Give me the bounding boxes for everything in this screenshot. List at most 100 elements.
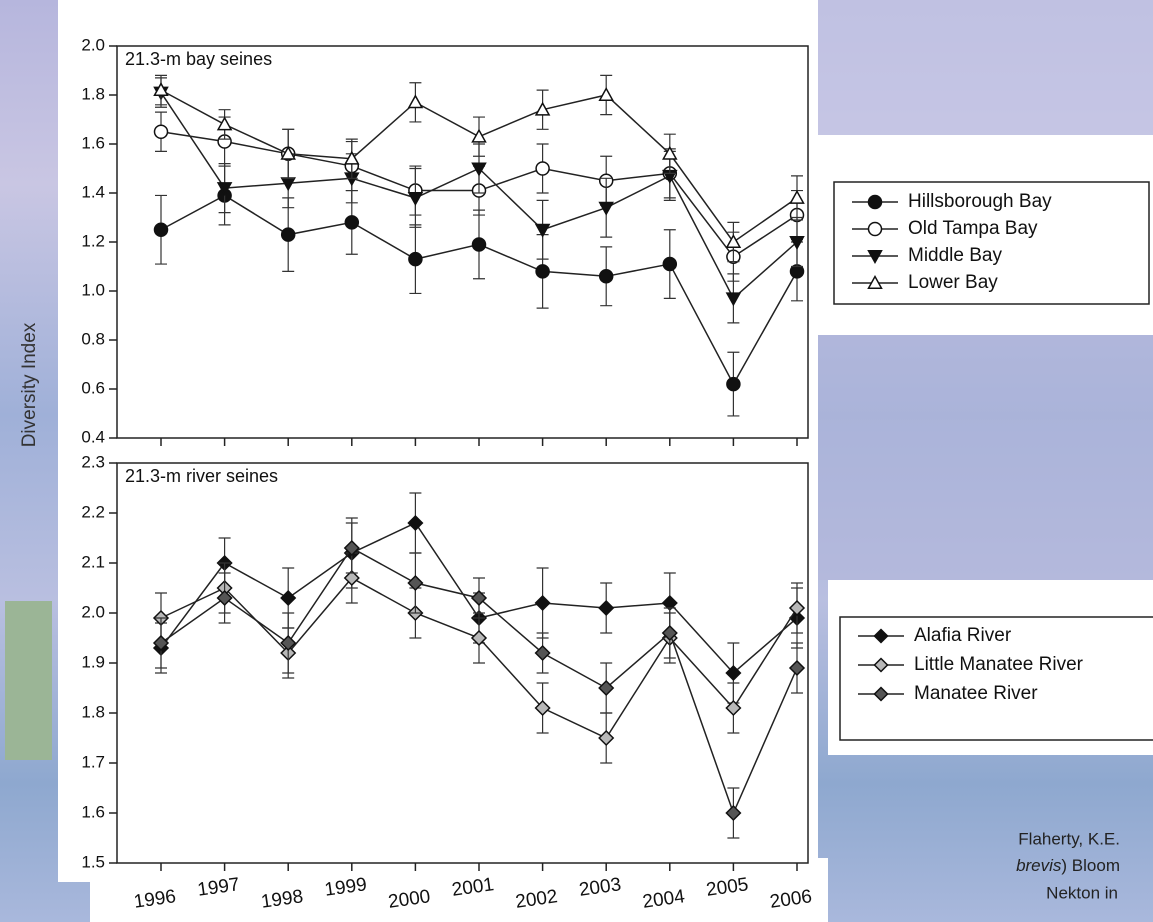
- legend-label: Old Tampa Bay: [908, 218, 1038, 239]
- marker: [344, 215, 360, 230]
- marker: [661, 624, 678, 642]
- figure-panel: [58, 0, 818, 882]
- legend-label: Little Manatee River: [914, 654, 1084, 675]
- y-tick-label: 0.4: [81, 427, 105, 446]
- marker: [280, 634, 297, 652]
- legend-marker: [873, 628, 889, 644]
- y-tick-label: 1.8: [81, 84, 105, 103]
- panel-label: 21.3-m river seines: [125, 466, 278, 486]
- marker: [535, 264, 550, 279]
- legend-label: Manatee River: [914, 683, 1038, 704]
- y-tick-label: 1.9: [81, 652, 105, 671]
- legend-marker: [873, 686, 889, 702]
- citation-italic: brevis: [1016, 856, 1062, 875]
- y-tick-label: 2.3: [81, 452, 105, 471]
- marker: [344, 150, 360, 165]
- y-tick-label: 1.6: [81, 802, 105, 821]
- marker: [280, 145, 296, 160]
- marker: [153, 222, 169, 237]
- marker: [534, 101, 551, 116]
- marker: [598, 599, 615, 617]
- marker: [153, 82, 169, 97]
- legend-marker: [867, 194, 883, 210]
- legend-label: Middle Bay: [908, 245, 1002, 266]
- y-axis-title: Diversity Index: [19, 322, 40, 447]
- marker: [789, 236, 805, 251]
- legend-marker: [867, 250, 883, 265]
- background-panel: [818, 0, 1153, 135]
- legend-marker: [867, 274, 883, 289]
- y-tick-label: 2.2: [81, 502, 105, 521]
- marker: [216, 589, 233, 607]
- marker: [407, 574, 424, 592]
- marker: [598, 679, 615, 697]
- marker: [598, 269, 614, 284]
- y-tick-label: 1.8: [81, 702, 105, 721]
- marker: [662, 145, 678, 160]
- marker: [725, 292, 742, 307]
- marker: [725, 664, 742, 682]
- marker: [789, 189, 805, 204]
- marker: [726, 376, 741, 392]
- legend-marker: [867, 221, 883, 237]
- background-panel: [818, 335, 1153, 580]
- marker: [534, 594, 551, 612]
- citation: brevis) Bloom: [1016, 856, 1120, 875]
- legend-label: Hillsborough Bay: [908, 191, 1052, 212]
- marker: [343, 569, 360, 587]
- marker: [470, 589, 488, 607]
- marker: [152, 634, 170, 652]
- marker: [788, 659, 806, 677]
- marker: [535, 161, 550, 176]
- y-tick-label: 2.0: [81, 35, 105, 54]
- y-tick-label: 1.0: [81, 280, 105, 299]
- accent-block: [5, 601, 52, 760]
- y-tick-label: 0.6: [81, 378, 105, 397]
- marker: [534, 644, 551, 662]
- marker: [534, 223, 551, 238]
- marker: [534, 699, 551, 717]
- marker: [343, 539, 360, 557]
- y-tick-label: 1.7: [81, 752, 105, 771]
- marker: [408, 251, 423, 267]
- marker: [662, 256, 678, 272]
- legend-label: Alafia River: [914, 625, 1012, 646]
- marker: [280, 227, 296, 242]
- marker: [725, 804, 742, 822]
- marker: [725, 233, 742, 248]
- citation: Flaherty, K.E.: [1018, 829, 1120, 848]
- y-tick-label: 2.1: [81, 552, 105, 571]
- legend-box: [833, 181, 1150, 305]
- legend-label: Lower Bay: [908, 272, 998, 293]
- citation: Nekton in: [1046, 883, 1118, 902]
- y-tick-label: 1.2: [81, 231, 105, 250]
- marker: [598, 729, 615, 747]
- marker: [788, 599, 806, 617]
- marker: [407, 191, 424, 206]
- marker: [470, 629, 488, 647]
- y-tick-label: 2.0: [81, 602, 105, 621]
- y-tick-label: 1.6: [81, 133, 105, 152]
- y-tick-label: 0.8: [81, 329, 105, 348]
- marker: [471, 162, 487, 177]
- marker: [407, 94, 424, 109]
- y-tick-label: 1.5: [81, 852, 105, 871]
- marker: [598, 86, 614, 101]
- legend-marker: [873, 657, 889, 673]
- y-tick-label: 1.4: [81, 182, 105, 201]
- marker: [153, 124, 169, 139]
- legend-box: [839, 616, 1153, 741]
- marker: [216, 116, 233, 131]
- citation-text: ) Bloom: [1061, 856, 1120, 875]
- marker: [216, 182, 233, 197]
- marker: [280, 589, 297, 607]
- marker: [471, 237, 487, 252]
- marker: [725, 699, 742, 717]
- marker: [407, 514, 424, 532]
- marker: [471, 128, 487, 143]
- panel-label: 21.3-m bay seines: [125, 49, 272, 69]
- figure-label-strip: [90, 858, 828, 922]
- marker: [598, 201, 614, 216]
